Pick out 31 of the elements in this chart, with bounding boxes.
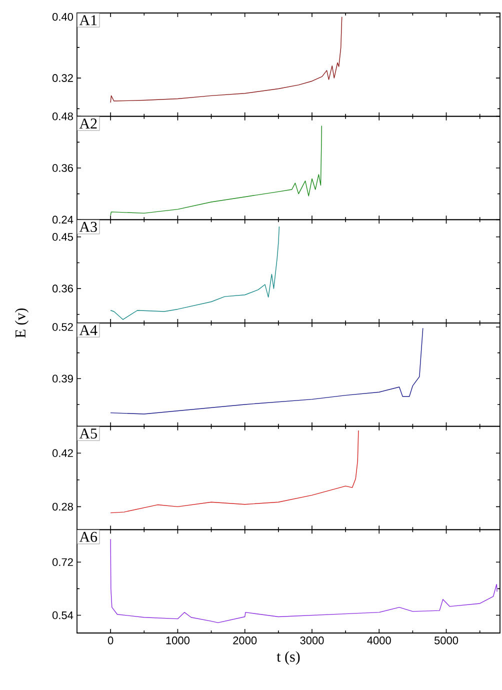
y-tick-label: 0.28 — [52, 502, 73, 511]
y-tick-label: 0.24 — [52, 216, 74, 224]
x-tick-label: 2000 — [233, 636, 257, 644]
y-axis-title: E (v) — [14, 308, 29, 338]
y-tick-label: 0.52 — [52, 323, 73, 331]
chart-title: A1 — [79, 15, 97, 26]
y-tick-label: 0.42 — [52, 449, 73, 458]
y-tick-label: 0.36 — [52, 284, 73, 292]
y-tick-label: 0.72 — [52, 558, 73, 566]
x-tick-label: 1000 — [166, 636, 190, 644]
chart-title: A6 — [79, 532, 98, 542]
line-series — [110, 430, 359, 514]
y-tick-label: 0.45 — [52, 233, 73, 241]
line-series — [110, 226, 280, 320]
x-axis-title: t (s) — [276, 651, 300, 665]
x-tick-label: 0 — [108, 636, 114, 644]
chart-title: A2 — [79, 118, 97, 128]
chart-title: A5 — [79, 428, 97, 439]
line-series — [110, 125, 322, 216]
y-tick-label: 0.32 — [52, 74, 73, 82]
x-tick-label: 3000 — [300, 636, 324, 644]
chart-title: A3 — [79, 222, 97, 232]
y-tick-label: 0.48 — [52, 112, 73, 120]
line-series — [110, 16, 342, 103]
x-tick-label: 4000 — [367, 636, 391, 644]
chart-title: A4 — [79, 325, 98, 336]
y-tick-label: 0.54 — [52, 611, 74, 620]
y-tick-label: 0.40 — [52, 12, 74, 21]
y-tick-label: 0.36 — [52, 164, 73, 172]
y-tick-label: 0.39 — [52, 374, 73, 383]
x-tick-label: 5000 — [434, 636, 458, 644]
